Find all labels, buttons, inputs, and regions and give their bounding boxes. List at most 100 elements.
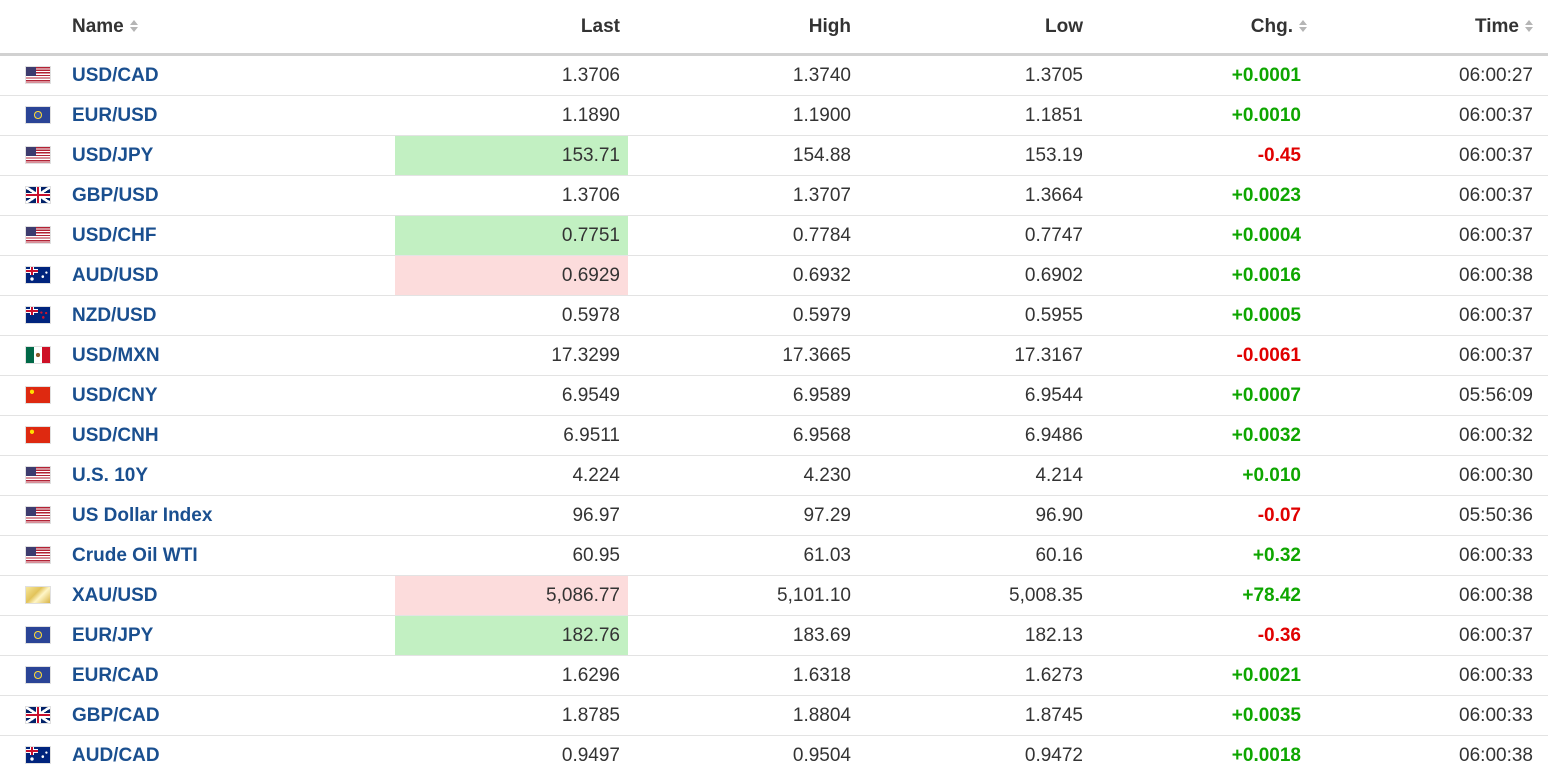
last-price-cell: 6.9549 <box>395 376 628 416</box>
change-value: +0.0035 <box>1232 705 1309 727</box>
instrument-link[interactable]: EUR/CAD <box>72 665 159 686</box>
low-price-cell: 0.9472 <box>859 736 1091 775</box>
cn-flag-icon <box>26 387 50 403</box>
instrument-link[interactable]: AUD/CAD <box>72 745 160 766</box>
last-price-cell: 4.224 <box>395 456 628 496</box>
sort-icon[interactable] <box>130 19 138 33</box>
instrument-name-cell: EUR/CAD <box>72 656 395 696</box>
low-price-value: 182.13 <box>1025 625 1091 647</box>
last-price-cell: 153.71 <box>395 136 628 176</box>
high-price-cell: 1.6318 <box>628 656 859 696</box>
instrument-link[interactable]: EUR/JPY <box>72 625 153 646</box>
us-flag-icon <box>26 467 50 483</box>
low-price-cell: 1.3705 <box>859 55 1091 96</box>
last-price-cell: 0.9497 <box>395 736 628 775</box>
high-price-value: 1.1900 <box>793 105 859 127</box>
change-value: -0.07 <box>1258 505 1309 527</box>
time-cell: 06:00:37 <box>1309 176 1548 216</box>
time-cell: 06:00:37 <box>1309 136 1548 176</box>
low-price-cell: 0.5955 <box>859 296 1091 336</box>
instrument-name-cell: NZD/USD <box>72 296 395 336</box>
instrument-link[interactable]: USD/JPY <box>72 145 153 166</box>
high-price-cell: 1.3740 <box>628 55 859 96</box>
instrument-link[interactable]: GBP/USD <box>72 185 159 206</box>
instrument-link[interactable]: US Dollar Index <box>72 505 212 526</box>
flag-cell <box>0 176 72 216</box>
flag-cell <box>0 616 72 656</box>
instrument-name-cell: U.S. 10Y <box>72 456 395 496</box>
last-price-cell: 1.8785 <box>395 696 628 736</box>
column-header-name[interactable]: Name <box>72 0 395 55</box>
instrument-link[interactable]: USD/CHF <box>72 225 156 246</box>
time-cell: 06:00:32 <box>1309 416 1548 456</box>
flag-cell <box>0 256 72 296</box>
instrument-link[interactable]: AUD/USD <box>72 265 159 286</box>
instrument-name-cell: XAU/USD <box>72 576 395 616</box>
last-price-cell: 1.3706 <box>395 176 628 216</box>
change-value: -0.45 <box>1258 145 1309 167</box>
instrument-link[interactable]: USD/CAD <box>72 65 159 86</box>
column-header-time[interactable]: Time <box>1309 0 1548 55</box>
eu-flag-icon <box>26 667 50 683</box>
au-flag-icon <box>26 747 50 763</box>
high-price-cell: 1.8804 <box>628 696 859 736</box>
change-cell: +0.0005 <box>1091 296 1309 336</box>
time-cell: 06:00:37 <box>1309 216 1548 256</box>
change-cell: -0.45 <box>1091 136 1309 176</box>
low-price-cell: 1.8745 <box>859 696 1091 736</box>
instrument-link[interactable]: XAU/USD <box>72 585 158 606</box>
high-price-cell: 0.9504 <box>628 736 859 775</box>
sort-icon[interactable] <box>1299 19 1307 33</box>
mx-flag-icon <box>26 347 50 363</box>
sort-icon[interactable] <box>1525 19 1533 33</box>
column-header-chg-label: Chg. <box>1251 16 1293 37</box>
column-header-chg[interactable]: Chg. <box>1091 0 1309 55</box>
flag-cell <box>0 456 72 496</box>
instrument-link[interactable]: GBP/CAD <box>72 705 160 726</box>
change-value: +0.0018 <box>1232 745 1309 767</box>
high-price-value: 6.9589 <box>793 385 859 407</box>
instrument-name-cell: USD/CNY <box>72 376 395 416</box>
change-value: +0.010 <box>1242 465 1309 487</box>
instrument-link[interactable]: EUR/USD <box>72 105 158 126</box>
low-price-value: 1.8745 <box>1025 705 1091 727</box>
change-cell: +0.0018 <box>1091 736 1309 775</box>
instrument-link[interactable]: U.S. 10Y <box>72 465 148 486</box>
us-flag-icon <box>26 67 50 83</box>
instrument-link[interactable]: USD/MXN <box>72 345 160 366</box>
low-price-cell: 153.19 <box>859 136 1091 176</box>
low-price-value: 153.19 <box>1025 145 1091 167</box>
high-price-cell: 4.230 <box>628 456 859 496</box>
instrument-link[interactable]: Crude Oil WTI <box>72 545 198 566</box>
high-price-value: 1.3707 <box>793 185 859 207</box>
change-cell: +0.0001 <box>1091 55 1309 96</box>
low-price-value: 1.6273 <box>1025 665 1091 687</box>
instrument-link[interactable]: USD/CNY <box>72 385 158 406</box>
instrument-name-cell: GBP/CAD <box>72 696 395 736</box>
column-header-last: Last <box>395 0 628 55</box>
low-price-cell: 60.16 <box>859 536 1091 576</box>
instrument-link[interactable]: NZD/USD <box>72 305 156 326</box>
instrument-link[interactable]: USD/CNH <box>72 425 159 446</box>
change-value: +0.0005 <box>1232 305 1309 327</box>
low-price-cell: 6.9544 <box>859 376 1091 416</box>
low-price-cell: 6.9486 <box>859 416 1091 456</box>
